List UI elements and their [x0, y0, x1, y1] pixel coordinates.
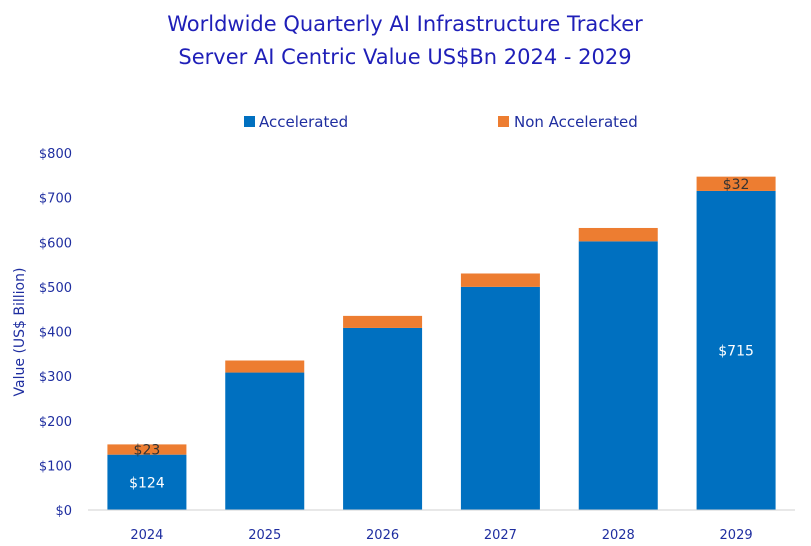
- y-tick-label: $300: [39, 370, 72, 385]
- y-tick-label: $500: [39, 281, 72, 296]
- y-tick-label: $700: [39, 192, 72, 207]
- data-label-accelerated-2029: $715: [718, 343, 754, 359]
- data-labels: $124 $23 $715 $32: [129, 177, 754, 492]
- data-label-non-accelerated-2029: $32: [723, 177, 750, 193]
- legend-label-non-accelerated: Non Accelerated: [514, 113, 638, 131]
- bar-non-accelerated-2024: [107, 444, 187, 455]
- x-tick-label: 2029: [720, 528, 753, 543]
- x-tick-label: 2027: [484, 528, 517, 543]
- y-tick-label: $400: [39, 326, 72, 341]
- x-tick-label: 2025: [248, 528, 281, 543]
- y-tick-label: $200: [39, 415, 72, 430]
- chart-title: Worldwide Quarterly AI Infrastructure Tr…: [167, 12, 643, 36]
- bar-accelerated-2025: [225, 372, 305, 510]
- bar-non-accelerated-2025: [225, 360, 305, 373]
- bars: [107, 176, 776, 511]
- bar-accelerated-2026: [343, 327, 423, 510]
- y-axis-label: Value (US$ Billion): [12, 268, 28, 397]
- bar-accelerated-2029: [696, 190, 776, 510]
- y-tick-label: $100: [39, 459, 72, 474]
- y-axis-ticks: $0 $100 $200 $300 $400 $500 $600 $700 $800: [39, 147, 72, 519]
- bar-accelerated-2024: [107, 454, 187, 510]
- chart-subtitle: Server AI Centric Value US$Bn 2024 - 202…: [178, 45, 631, 69]
- legend-label-accelerated: Accelerated: [259, 113, 348, 131]
- x-axis-ticks: 2024 2025 2026 2027 2028 2029: [130, 528, 752, 543]
- y-tick-label: $600: [39, 236, 72, 251]
- y-tick-label: $0: [55, 504, 72, 519]
- bar-accelerated-2027: [460, 286, 540, 510]
- bar-non-accelerated-2027: [460, 273, 540, 287]
- x-tick-label: 2026: [366, 528, 399, 543]
- bar-non-accelerated-2028: [578, 227, 658, 242]
- data-label-non-accelerated-2024: $23: [134, 443, 161, 459]
- legend-swatch-accelerated: [244, 116, 255, 127]
- bar-non-accelerated-2029: [696, 176, 776, 191]
- legend: Accelerated Non Accelerated: [244, 113, 638, 131]
- bar-non-accelerated-2026: [343, 315, 423, 328]
- data-label-accelerated-2024: $124: [129, 475, 165, 491]
- x-tick-label: 2024: [130, 528, 163, 543]
- bar-accelerated-2028: [578, 241, 658, 511]
- legend-swatch-non-accelerated: [498, 116, 509, 127]
- x-tick-label: 2028: [602, 528, 635, 543]
- y-tick-label: $800: [39, 147, 72, 162]
